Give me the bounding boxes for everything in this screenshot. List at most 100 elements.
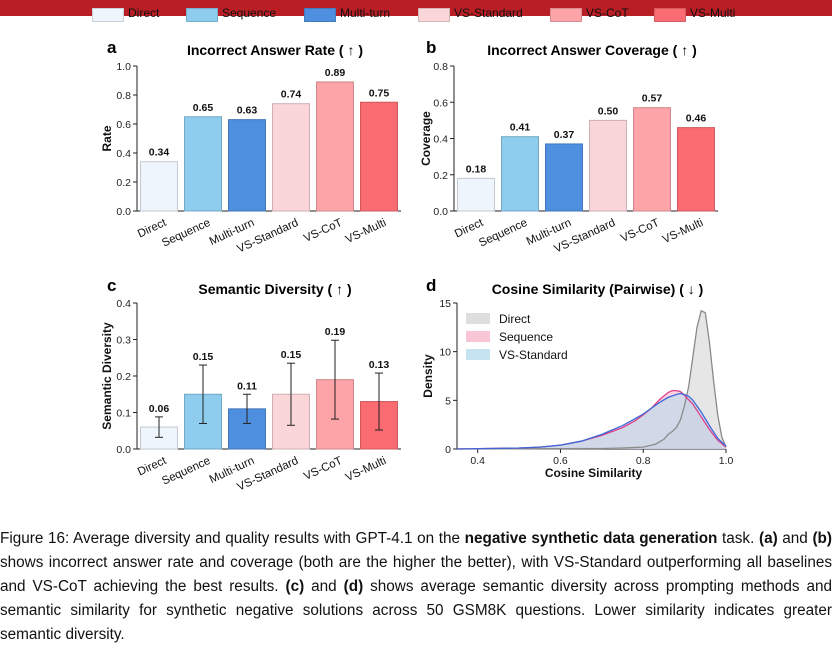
- caption-bold: (b): [812, 530, 832, 547]
- legend-label: VS-Standard: [454, 6, 523, 20]
- bar-vs-standard: [272, 103, 310, 212]
- bar-sequence: [501, 136, 539, 212]
- panel-title: Cosine Similarity (Pairwise) ( ↓ ): [492, 281, 704, 297]
- value-label: 0.89: [325, 67, 346, 79]
- caption-bold: (d): [343, 578, 364, 595]
- value-label: 0.57: [642, 93, 663, 105]
- legend-label: VS-Standard: [499, 348, 568, 362]
- value-label: 0.06: [149, 403, 170, 415]
- legend-swatch: [466, 331, 490, 342]
- caption-bold: (c): [285, 578, 305, 595]
- value-label: 0.34: [149, 147, 170, 159]
- y-axis-label: Rate: [100, 125, 114, 151]
- y-tick-label: 0.2: [116, 371, 131, 383]
- value-label: 0.15: [193, 351, 214, 363]
- panel-letter: d: [426, 276, 436, 295]
- caption-text: Figure 16: Average diversity and quality…: [0, 530, 465, 547]
- category-label: VS-CoT: [619, 217, 661, 245]
- legend-label: VS-CoT: [586, 6, 629, 20]
- bar-vs-cot: [316, 81, 354, 212]
- panel-title: Semantic Diversity ( ↑ ): [198, 281, 351, 297]
- category-label: Sequence: [160, 217, 212, 250]
- bar-multi-turn: [228, 408, 266, 450]
- panel-letter: c: [107, 276, 116, 295]
- bar-vs-multi: [360, 101, 398, 212]
- bar-vs-multi: [677, 127, 715, 212]
- bar-multi-turn: [545, 143, 583, 212]
- y-tick-label: 0.3: [116, 335, 131, 347]
- bar-direct: [140, 161, 178, 212]
- category-label: VS-Multi: [344, 217, 388, 246]
- category-label: VS-CoT: [302, 455, 344, 483]
- value-label: 0.75: [369, 87, 390, 99]
- panel-b-incorrect-answer-coverage: b Incorrect Answer Coverage ( ↑ ) 0.0 0.2 0.…: [419, 38, 718, 256]
- legend-swatch: [186, 8, 218, 22]
- y-tick-label: 5: [445, 395, 451, 407]
- y-axis-label: Semantic Diversity: [100, 322, 114, 430]
- legend-swatch: [92, 8, 124, 22]
- caption-bold: negative synthetic data generation: [464, 530, 718, 547]
- legend-swatch: [304, 8, 336, 22]
- y-tick-label: 0.6: [116, 119, 131, 131]
- panel-letter: a: [107, 38, 117, 57]
- category-label: VS-Multi: [344, 455, 388, 484]
- density-line-direct: [456, 309, 727, 450]
- caption-text: and: [304, 578, 344, 595]
- legend-swatch: [466, 349, 490, 360]
- legend-label: Multi-turn: [340, 6, 391, 20]
- value-label: 0.11: [237, 380, 257, 392]
- caption-text: shows incorrect answer rate and coverage…: [0, 554, 832, 595]
- y-tick-label: 0: [445, 444, 451, 456]
- legend-swatch: [550, 8, 582, 22]
- value-label: 0.65: [193, 102, 214, 114]
- y-tick-label: 0.8: [433, 61, 448, 73]
- value-label: 0.46: [686, 113, 707, 125]
- y-tick-label: 0.2: [116, 177, 131, 189]
- bar-sequence: [184, 116, 222, 212]
- value-label: 0.18: [466, 163, 487, 175]
- y-tick-label: 0.8: [116, 90, 131, 102]
- category-label: VS-Multi: [661, 217, 705, 246]
- legend-label: Direct: [499, 312, 531, 326]
- value-label: 0.63: [237, 105, 258, 117]
- value-label: 0.74: [281, 89, 302, 101]
- bar-vs-standard: [589, 119, 627, 212]
- x-tick-label: 0.4: [470, 455, 485, 467]
- figure-caption: Figure 16: Average diversity and quality…: [0, 527, 832, 647]
- panel-a-incorrect-answer-rate: a Incorrect Answer Rate ( ↑ ) 0.0 0.2 0.4 0.6…: [100, 38, 401, 256]
- panel-letter: b: [426, 38, 436, 57]
- panel-title: Incorrect Answer Rate ( ↑ ): [187, 42, 363, 58]
- x-tick-label: 1.0: [719, 455, 734, 467]
- density-line-vs-standard: [456, 392, 727, 450]
- value-label: 0.19: [325, 326, 346, 338]
- category-label: Sequence: [477, 217, 529, 250]
- y-tick-label: 0.0: [116, 444, 131, 456]
- density-fill-vs-standard: [457, 393, 726, 449]
- y-tick-label: 15: [439, 298, 451, 310]
- y-tick-label: 0.2: [433, 170, 448, 182]
- value-label: 0.41: [510, 122, 531, 134]
- bar-multi-turn: [228, 119, 266, 212]
- y-tick-label: 0.0: [116, 206, 131, 218]
- legend-label: Sequence: [222, 6, 277, 20]
- legend-label: Sequence: [499, 330, 553, 344]
- y-axis-label: Density: [421, 354, 435, 398]
- panel-title: Incorrect Answer Coverage ( ↑ ): [487, 42, 697, 58]
- y-tick-label: 0.0: [433, 206, 448, 218]
- bar-direct: [457, 177, 495, 212]
- y-tick-label: 0.4: [116, 148, 131, 160]
- x-tick-label: 0.8: [636, 455, 651, 467]
- caption-text: shows average semantic diversity across …: [0, 578, 832, 643]
- value-label: 0.13: [369, 359, 390, 371]
- value-label: 0.15: [281, 349, 302, 361]
- caption-text: task.: [717, 530, 759, 547]
- caption-text: and: [777, 530, 813, 547]
- y-axis-label: Coverage: [419, 111, 433, 166]
- figure-legend: Direct Sequence Multi-turn VS-Standard V…: [0, 0, 832, 22]
- legend-swatch: [466, 313, 490, 324]
- category-label: VS-CoT: [302, 217, 344, 245]
- legend-swatch: [654, 8, 686, 22]
- panel-d-cosine-similarity: d Cosine Similarity (Pairwise) ( ↓ ) 0 5 10 1…: [421, 276, 734, 480]
- y-tick-label: 1.0: [116, 61, 131, 73]
- x-tick-label: 0.6: [553, 455, 568, 467]
